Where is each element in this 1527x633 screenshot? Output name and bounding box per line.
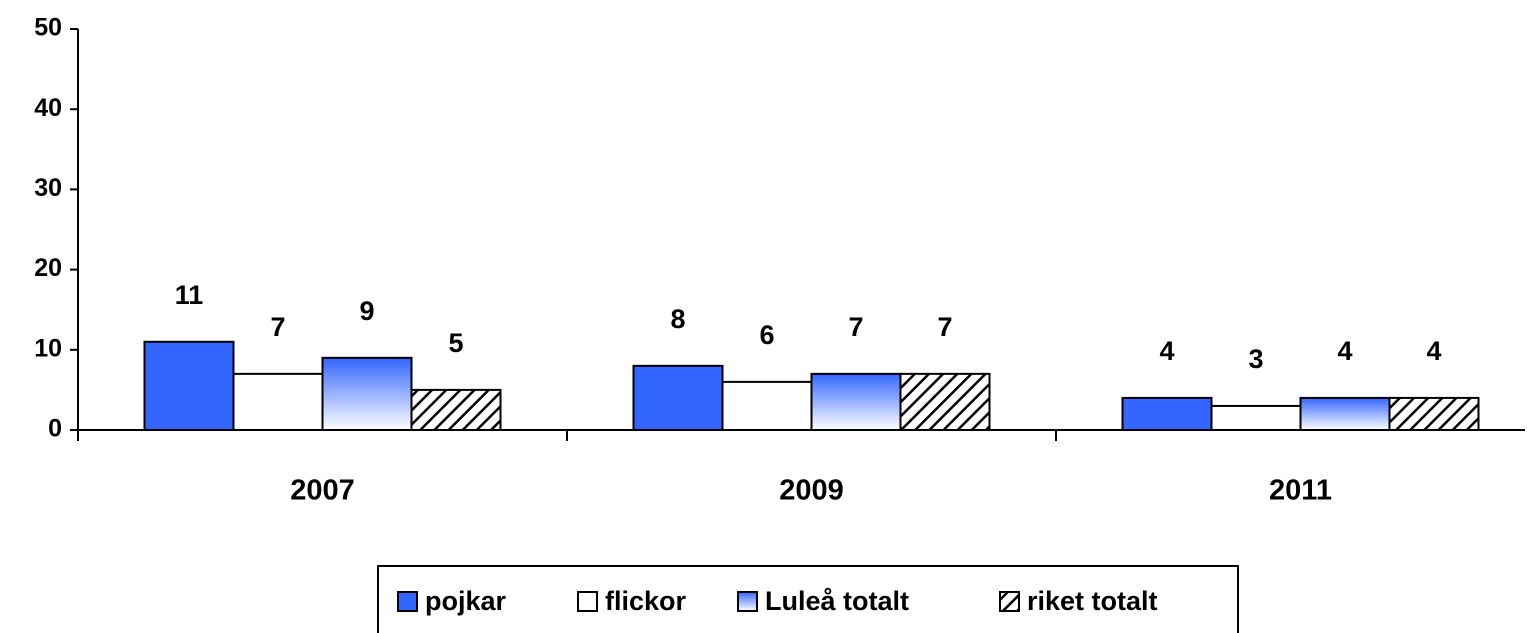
x-tick-label: 2009 <box>779 475 844 507</box>
legend: pojkar flickor Luleå totalt riket totalt <box>377 565 1239 633</box>
bar <box>1210 404 1302 432</box>
legend-label: Luleå totalt <box>765 586 909 616</box>
y-tick-label: 10 <box>34 334 62 362</box>
data-label: 4 <box>1159 336 1174 366</box>
data-label: 4 <box>1426 336 1441 366</box>
bar <box>1388 396 1480 432</box>
bar <box>321 356 413 432</box>
x-tick-label: 2007 <box>290 475 355 507</box>
legend-swatch <box>999 591 1020 612</box>
data-label: 11 <box>175 280 204 310</box>
data-label: 7 <box>937 312 952 342</box>
legend-swatch <box>737 591 758 612</box>
bar <box>410 388 502 431</box>
data-label: 8 <box>670 304 685 334</box>
legend-label: riket totalt <box>1027 586 1158 616</box>
y-tick-label: 20 <box>34 254 62 282</box>
y-tick-label: 40 <box>34 94 62 122</box>
data-label: 9 <box>359 296 374 326</box>
y-tick-label: 50 <box>34 14 62 42</box>
legend-label: pojkar <box>425 586 507 616</box>
y-tick-label: 0 <box>48 415 62 443</box>
legend-box <box>377 565 1239 633</box>
legend-swatch <box>397 591 418 612</box>
data-label: 4 <box>1337 336 1352 366</box>
data-label: 3 <box>1248 344 1263 374</box>
legend-label: flickor <box>605 586 687 616</box>
bar <box>632 364 724 431</box>
bar <box>232 372 324 431</box>
bar <box>899 372 991 431</box>
bar <box>1121 396 1213 432</box>
data-label: 7 <box>270 312 285 342</box>
data-label: 6 <box>759 320 774 350</box>
data-label: 5 <box>448 328 463 358</box>
bar <box>810 372 902 431</box>
bar <box>143 340 235 431</box>
x-tick-label: 2011 <box>1269 475 1332 507</box>
legend-swatch <box>577 591 598 612</box>
bar <box>1299 396 1391 432</box>
bar <box>721 380 813 432</box>
data-label: 7 <box>848 312 863 342</box>
y-tick-label: 30 <box>34 174 62 202</box>
